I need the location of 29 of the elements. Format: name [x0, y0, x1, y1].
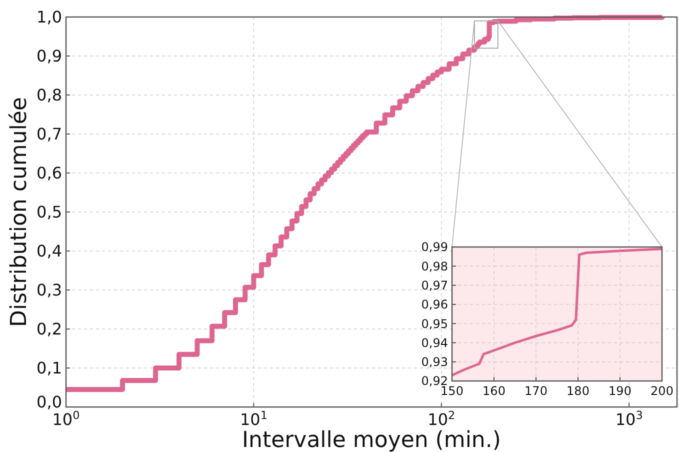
- x-tick-label: 160: [482, 384, 506, 398]
- y-tick-label: 0,2: [36, 320, 62, 339]
- x-tick-label: 150: [440, 384, 464, 398]
- x-tick-label: 190: [608, 384, 632, 398]
- y-tick-label: 0,3: [36, 280, 62, 300]
- x-axis-title: Intervalle moyen (min.): [242, 428, 501, 452]
- y-tick-label: 0,93: [421, 355, 448, 370]
- x-tick-label: 180: [566, 384, 590, 398]
- y-tick-label: 0,1: [36, 358, 62, 378]
- y-tick-label: 1,0: [36, 8, 62, 27]
- y-axis-title: Distribution cumulée: [7, 97, 32, 327]
- x-tick-label: 10$^{1}$: [240, 408, 268, 429]
- y-tick-label: 0,95: [421, 316, 448, 331]
- y-tick-label: 0,9: [36, 46, 62, 66]
- y-tick-label: 0,97: [421, 278, 448, 292]
- x-tick-label: 200: [650, 384, 674, 398]
- y-tick-label: 0,99: [421, 240, 448, 254]
- y-tick-label: 0,5: [36, 202, 62, 222]
- y-tick-label: 0,6: [36, 164, 62, 183]
- y-tick-label: 0,7: [36, 124, 62, 144]
- y-tick-label: 0,98: [421, 259, 448, 274]
- line-series: [450, 248, 664, 377]
- x-tick-label: 10$^{3}$: [615, 408, 643, 429]
- x-tick-label: 170: [524, 384, 548, 398]
- y-tick-label: 0,4: [36, 242, 62, 261]
- y-tick-label: 0,94: [421, 336, 448, 350]
- y-tick-label: 0,8: [36, 86, 62, 105]
- x-tick-label: 10$^{2}$: [428, 408, 456, 429]
- y-tick-label: 0,96: [421, 298, 448, 312]
